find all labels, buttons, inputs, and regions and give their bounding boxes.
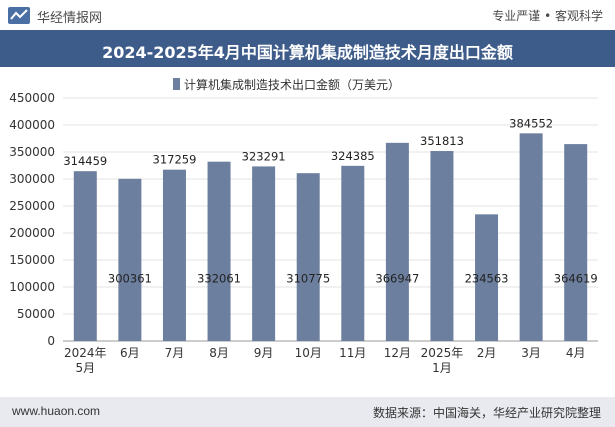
bar xyxy=(118,178,142,341)
x-tick-label: 6月 xyxy=(120,346,140,360)
data-label: 324385 xyxy=(331,149,375,163)
y-tick-label: 300000 xyxy=(9,172,55,186)
bar xyxy=(296,173,320,341)
data-label: 332061 xyxy=(197,272,241,286)
y-tick-label: 50000 xyxy=(17,307,55,321)
title-bar xyxy=(0,30,615,67)
data-label: 317259 xyxy=(153,153,197,167)
y-tick-label: 100000 xyxy=(9,280,55,294)
top-bar: 华经情报网 专业严谨 • 客观科学 xyxy=(0,0,615,30)
bar xyxy=(341,165,365,341)
data-label: 310775 xyxy=(286,272,330,286)
x-tick-label: 8月 xyxy=(209,346,229,360)
bar xyxy=(564,144,588,341)
bar xyxy=(252,166,276,341)
y-tick-label: 450000 xyxy=(9,91,55,105)
bar xyxy=(162,169,186,341)
bar xyxy=(430,151,454,341)
x-tick-label: 11月 xyxy=(339,346,366,360)
data-label: 300361 xyxy=(108,272,152,286)
bar xyxy=(73,171,97,341)
bar xyxy=(385,142,409,341)
chart-legend: 计算机集成制造技术出口金额（万美元） xyxy=(173,77,400,92)
data-label: 314459 xyxy=(63,154,107,168)
y-tick-label: 400000 xyxy=(9,118,55,132)
brand-tagline: 专业严谨 • 客观科学 xyxy=(492,9,603,23)
x-tick-label: 12月 xyxy=(384,346,411,360)
data-label: 384552 xyxy=(509,116,553,130)
x-tick-label: 10月 xyxy=(295,346,322,360)
x-tick-label: 2月 xyxy=(477,346,497,360)
y-tick-label: 0 xyxy=(47,334,55,348)
bar-chart: 0 50000 100000 150000 200000 250000 300000 3500… xyxy=(9,77,598,375)
legend-swatch xyxy=(173,78,180,90)
logo-icon xyxy=(8,7,30,24)
x-tick-label: 9月 xyxy=(254,346,274,360)
bar xyxy=(475,214,499,341)
bar xyxy=(207,161,231,341)
x-tick-label: 2025年 1月 xyxy=(421,346,464,375)
legend-label: 计算机集成制造技术出口金额（万美元） xyxy=(184,77,400,92)
data-label: 364619 xyxy=(554,272,598,286)
y-tick-label: 150000 xyxy=(9,253,55,267)
footer-bar xyxy=(0,397,615,427)
x-tick-label: 4月 xyxy=(566,346,586,360)
data-source: 数据来源：中国海关，华经产业研究院整理 xyxy=(372,406,601,420)
y-tick-label: 250000 xyxy=(9,199,55,213)
data-label: 234563 xyxy=(465,272,509,286)
y-tick-label: 200000 xyxy=(9,226,55,240)
y-tick-label: 350000 xyxy=(9,145,55,159)
chart-title: 2024-2025年4月中国计算机集成制造技术月度出口金额 xyxy=(102,43,513,62)
data-label: 351813 xyxy=(420,134,464,148)
data-label: 366947 xyxy=(375,272,419,286)
x-tick-label: 7月 xyxy=(165,346,185,360)
brand-name: 华经情报网 xyxy=(37,11,103,26)
site-url[interactable]: www.huaon.com xyxy=(12,404,101,418)
x-tick-label: 3月 xyxy=(521,346,541,360)
data-label: 323291 xyxy=(242,149,286,163)
x-tick-label: 2024年 5月 xyxy=(64,346,107,375)
bar xyxy=(519,133,543,341)
